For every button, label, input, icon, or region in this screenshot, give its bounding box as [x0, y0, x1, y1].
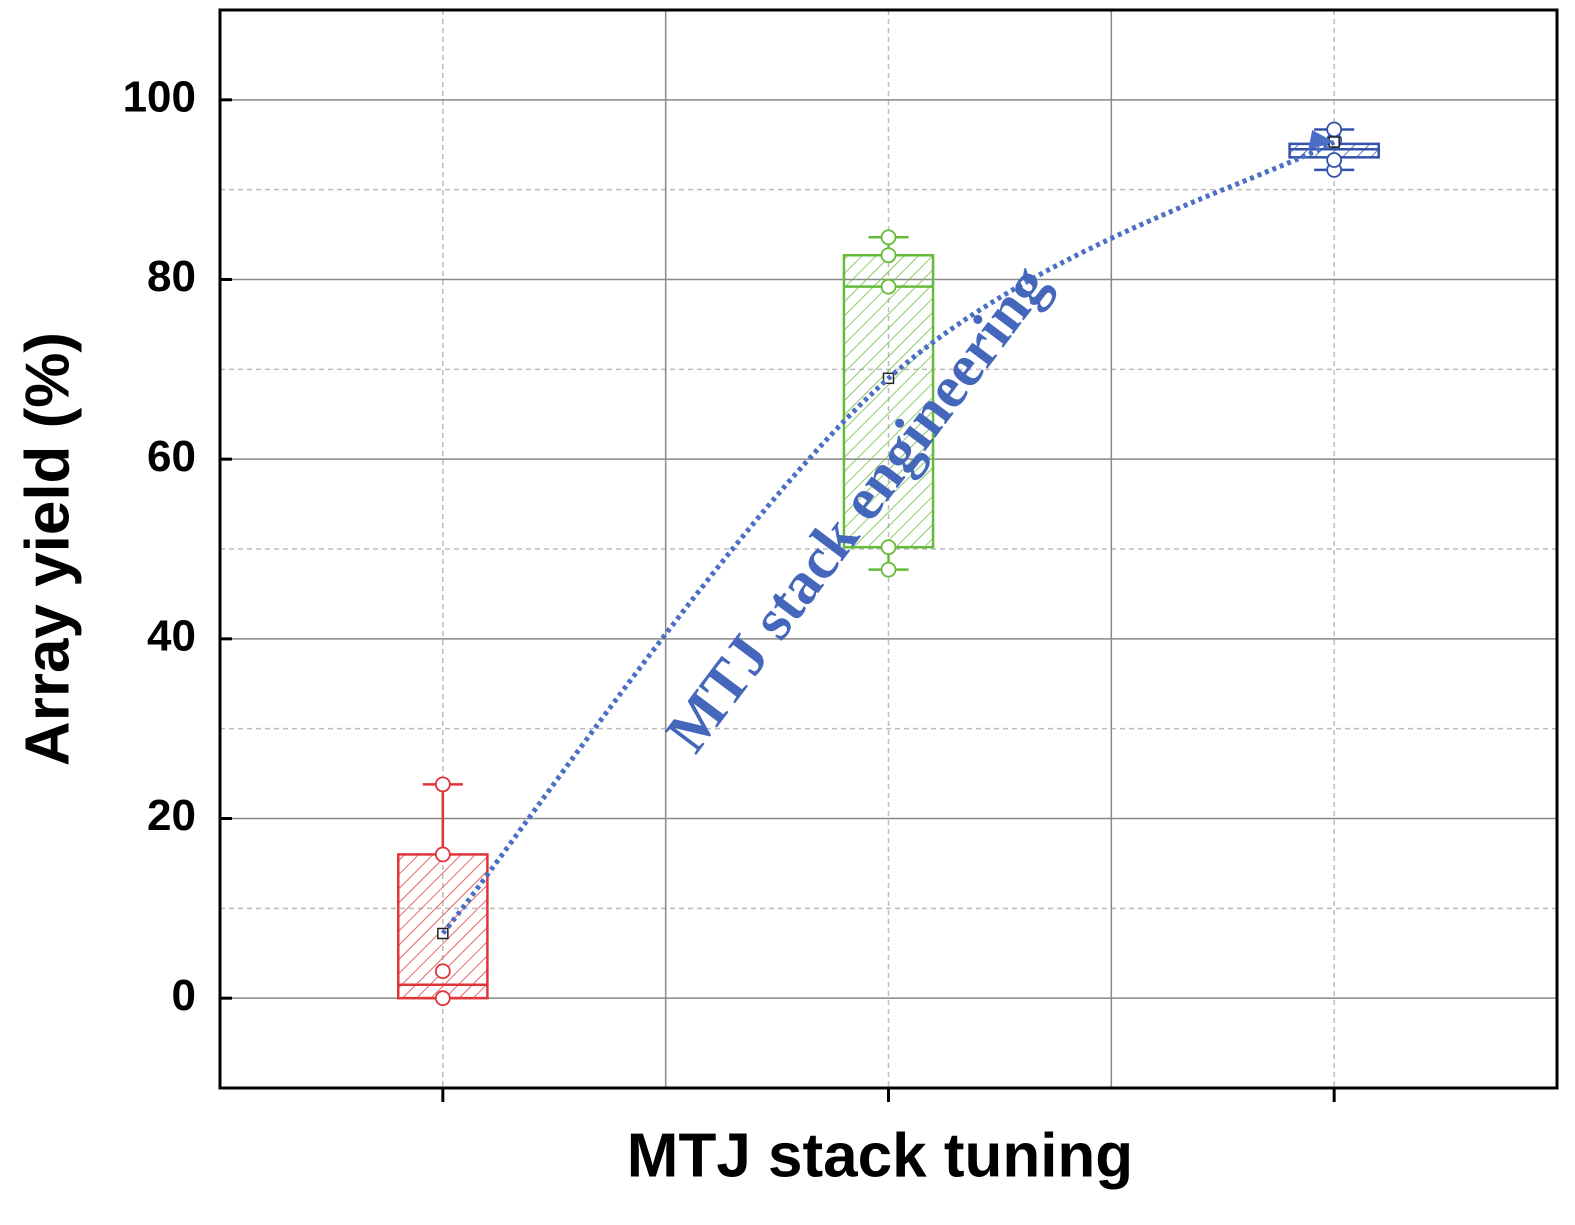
y-tick-label: 80 — [147, 252, 196, 301]
trend-curve — [440, 139, 1336, 936]
data-point — [880, 539, 897, 556]
y-tick-label: 20 — [147, 791, 196, 840]
data-point — [434, 846, 451, 863]
y-tick-label: 60 — [147, 432, 196, 481]
data-point — [880, 561, 897, 578]
x-axis-title: MTJ stack tuning — [627, 1121, 1133, 1190]
data-point — [880, 247, 897, 264]
data-point — [880, 229, 897, 246]
data-point — [1326, 121, 1343, 138]
data-point — [880, 278, 897, 295]
data-point — [434, 776, 451, 793]
y-axis-title: Array yield (%) — [13, 332, 82, 766]
y-tick-label: 0 — [172, 971, 196, 1020]
trend-arrow — [1308, 130, 1335, 151]
plot-frame — [218, 8, 1559, 1090]
y-tick-label: 100 — [123, 72, 196, 121]
data-point — [434, 990, 451, 1007]
data-point — [434, 963, 451, 980]
data-point — [1326, 152, 1343, 168]
y-tick-label: 40 — [147, 611, 196, 660]
